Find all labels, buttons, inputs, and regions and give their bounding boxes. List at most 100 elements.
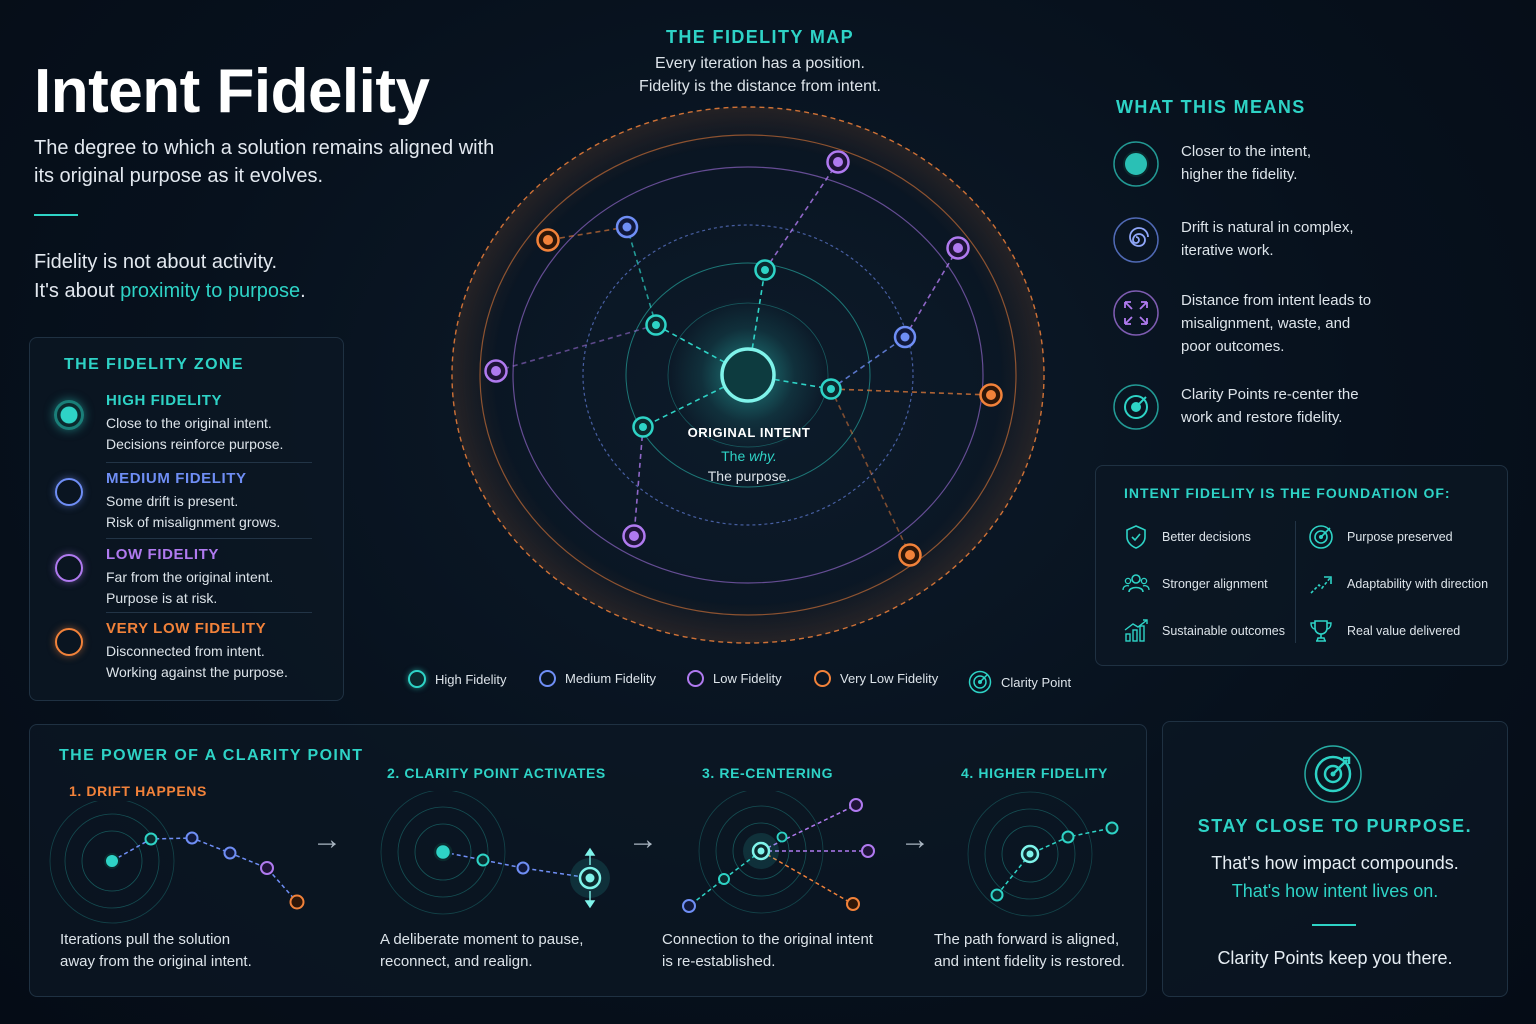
purple-ring-icon xyxy=(55,554,83,582)
step-title: 3. RE-CENTERING xyxy=(702,765,834,781)
legend-label: High Fidelity xyxy=(435,671,507,687)
connector-line xyxy=(495,324,657,372)
zone-desc-line: Disconnected from intent. xyxy=(106,643,265,659)
growth-chart-icon xyxy=(1124,619,1148,642)
clarity-point-heading: THE POWER OF A CLARITY POINT xyxy=(59,747,364,764)
what-this-means-heading: WHAT THIS MEANS xyxy=(1116,97,1306,117)
meaning-text: Distance from intent leads to misalignmen… xyxy=(1181,289,1411,358)
target-icon xyxy=(1309,525,1333,549)
foundation-item: Purpose preserved xyxy=(1307,523,1453,551)
step-title: 4. HIGHER FIDELITY xyxy=(961,765,1108,781)
zone-description: Some drift is present. Risk of misalignme… xyxy=(106,491,326,533)
purple-ring-icon xyxy=(687,670,704,687)
tagline-line2: It's about proximity to purpose. xyxy=(34,277,306,306)
ring-medium xyxy=(582,224,914,526)
step-description: Connection to the original intent is re-e… xyxy=(662,929,892,973)
step-desc-line: Iterations pull the solution xyxy=(60,931,231,948)
fidelity-map-heading: THE FIDELITY MAP xyxy=(665,27,855,47)
trend-arrow-icon xyxy=(1310,576,1332,594)
foundation-panel: INTENT FIDELITY IS THE FOUNDATION OF: Be… xyxy=(1095,465,1508,666)
blue-ring-icon xyxy=(539,670,556,687)
title-divider xyxy=(34,214,78,216)
tagline-highlight: proximity to purpose xyxy=(120,280,301,302)
connector-line xyxy=(547,226,628,241)
page-title: Intent Fidelity xyxy=(34,57,430,126)
node-high xyxy=(632,416,654,438)
step-title: 1. DRIFT HAPPENS xyxy=(69,783,207,799)
fidelity-map-diagram: ORIGINAL INTENT The why. The purpose. xyxy=(451,106,1045,644)
zone-divider xyxy=(106,462,312,463)
foundation-label: Adaptability with direction xyxy=(1347,577,1489,591)
step-desc-line: The path forward is aligned, xyxy=(934,931,1120,948)
cta-line-highlight: That's how intent lives on. xyxy=(1231,881,1439,901)
tagline-suffix: . xyxy=(300,280,306,302)
zone-desc-line: Far from the original intent. xyxy=(106,569,274,585)
meaning-line: Clarity Points re-center the xyxy=(1181,386,1359,403)
connector-line xyxy=(633,426,644,537)
legend-label: Clarity Point xyxy=(1001,674,1072,690)
target-icon xyxy=(1304,745,1362,803)
node-low xyxy=(622,524,646,548)
center-intent xyxy=(670,297,826,453)
foundation-item: Real value delivered xyxy=(1307,617,1460,645)
step-recentering-diagram xyxy=(682,791,875,914)
legend-item-low: Low Fidelity xyxy=(687,670,782,687)
foundation-item: Stronger alignment xyxy=(1122,570,1268,598)
cta-line: Clarity Points keep you there. xyxy=(1217,948,1453,968)
node-low xyxy=(826,150,850,174)
meaning-text: Drift is natural in complex, iterative wo… xyxy=(1181,216,1411,262)
fidelity-zone-panel: THE FIDELITY ZONE HIGH FIDELITY Close to… xyxy=(29,337,344,701)
meaning-text: Clarity Points re-center the work and res… xyxy=(1181,383,1411,429)
expand-arrows-icon xyxy=(1113,290,1159,336)
zone-description: Far from the original intent. Purpose is … xyxy=(106,567,326,609)
step-desc-line: Connection to the original intent xyxy=(662,931,873,948)
cta-heading: STAY CLOSE TO PURPOSE. xyxy=(1197,816,1473,836)
target-icon xyxy=(968,670,992,694)
connector-line xyxy=(626,226,657,326)
people-icon xyxy=(1122,574,1150,593)
shield-icon xyxy=(1126,525,1146,549)
center-purpose: The purpose. xyxy=(708,468,791,484)
target-icon xyxy=(1113,384,1159,430)
fidelity-map-subtitle: Every iteration has a position. Fidelity… xyxy=(560,52,960,98)
center-why: The why. xyxy=(721,448,777,464)
foundation-item: Better decisions xyxy=(1122,523,1251,551)
zone-description: Close to the original intent. Decisions r… xyxy=(106,413,326,455)
step-desc-line: A deliberate moment to pause, xyxy=(380,931,584,948)
node-medium xyxy=(615,215,639,239)
orange-ring-icon xyxy=(55,628,83,656)
original-intent-node xyxy=(720,347,776,403)
zone-desc-line: Some drift is present. xyxy=(106,493,239,509)
legend-label: Very Low Fidelity xyxy=(840,671,939,686)
meaning-line: Drift is natural in complex, xyxy=(1181,219,1354,236)
meaning-line: iterative work. xyxy=(1181,242,1274,259)
step-drift-diagram xyxy=(49,801,305,924)
center-label: ORIGINAL INTENT xyxy=(688,425,811,440)
node-high xyxy=(820,378,842,400)
center-why-word: why. xyxy=(749,448,777,464)
iteration-nodes xyxy=(484,150,1003,567)
meaning-line: poor outcomes. xyxy=(1181,338,1285,355)
legend-item-medium: Medium Fidelity xyxy=(539,670,656,687)
legend-item-very-low: Very Low Fidelity xyxy=(814,670,938,687)
node-low xyxy=(484,359,508,383)
legend-label: Low Fidelity xyxy=(713,671,782,686)
foundation-item: Adaptability with direction xyxy=(1307,570,1488,598)
zone-desc-line: Working against the purpose. xyxy=(106,664,288,680)
fidelity-zone-heading: THE FIDELITY ZONE xyxy=(64,356,244,373)
orange-ring-icon xyxy=(814,670,831,687)
page-subtitle: The degree to which a solution remains a… xyxy=(34,137,495,187)
zone-description: Disconnected from intent. Working against… xyxy=(106,641,326,683)
zone-divider xyxy=(106,612,312,613)
step-arrow-icon: → xyxy=(312,823,342,856)
ring-high xyxy=(625,262,871,488)
trophy-icon xyxy=(1310,620,1332,642)
zone-desc-line: Close to the original intent. xyxy=(106,415,272,431)
foundation-heading: INTENT FIDELITY IS THE FOUNDATION OF: xyxy=(1124,485,1451,501)
zone-desc-line: Risk of misalignment grows. xyxy=(106,514,281,530)
foundation-label: Sustainable outcomes xyxy=(1162,624,1285,638)
step-higher-fidelity-diagram xyxy=(967,791,1119,917)
zone-title: LOW FIDELITY xyxy=(106,546,220,563)
connector-line xyxy=(764,161,839,271)
teal-dot-icon xyxy=(1113,141,1159,187)
